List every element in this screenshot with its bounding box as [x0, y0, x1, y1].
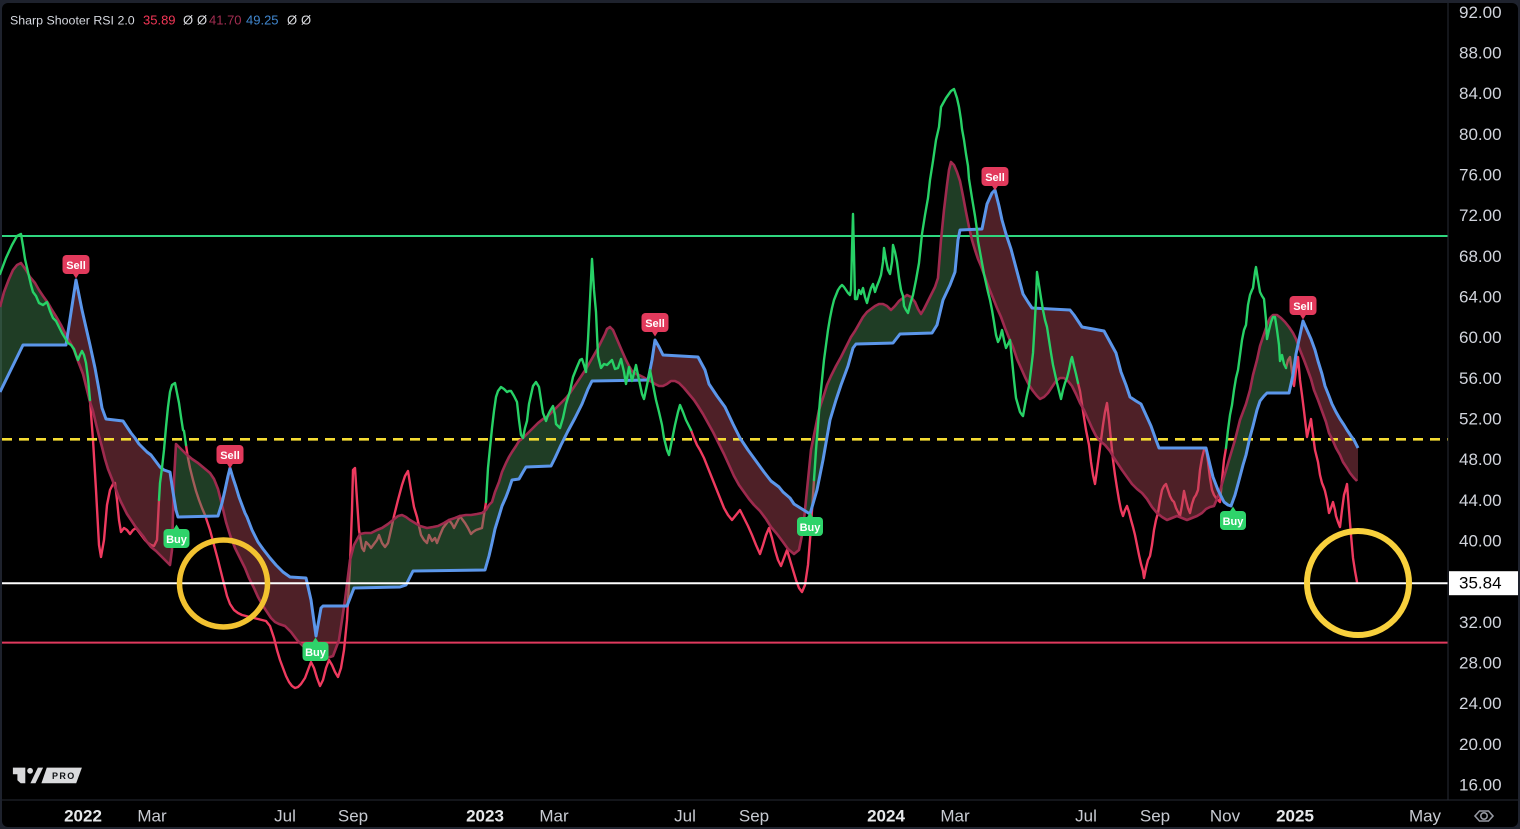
svg-text:16.00: 16.00 [1459, 775, 1502, 794]
svg-text:Buy: Buy [166, 534, 188, 546]
svg-text:Buy: Buy [1223, 516, 1245, 528]
svg-text:Ø: Ø [197, 13, 207, 28]
svg-text:Sell: Sell [645, 318, 665, 330]
svg-text:41.70: 41.70 [209, 13, 242, 28]
svg-text:Ø: Ø [301, 13, 311, 28]
svg-text:Sell: Sell [1293, 301, 1313, 313]
svg-text:PRO: PRO [52, 771, 76, 781]
svg-text:Ø: Ø [287, 13, 297, 28]
svg-text:28.00: 28.00 [1459, 653, 1502, 672]
svg-text:Ø: Ø [183, 13, 193, 28]
svg-text:Buy: Buy [305, 647, 327, 659]
svg-text:Sell: Sell [985, 172, 1005, 184]
svg-text:2023: 2023 [466, 807, 504, 826]
svg-text:2025: 2025 [1276, 807, 1314, 826]
svg-text:88.00: 88.00 [1459, 44, 1502, 63]
svg-text:Sharp Shooter RSI 2.0: Sharp Shooter RSI 2.0 [10, 14, 135, 28]
svg-text:20.00: 20.00 [1459, 735, 1502, 754]
svg-text:2024: 2024 [867, 807, 905, 826]
svg-text:Jul: Jul [274, 807, 296, 826]
svg-text:Mar: Mar [137, 807, 167, 826]
svg-text:49.25: 49.25 [246, 13, 279, 28]
svg-text:Nov: Nov [1210, 807, 1241, 826]
svg-text:2022: 2022 [64, 807, 102, 826]
svg-text:60.00: 60.00 [1459, 328, 1502, 347]
svg-text:Jul: Jul [674, 807, 696, 826]
svg-text:Jul: Jul [1075, 807, 1097, 826]
svg-text:84.00: 84.00 [1459, 84, 1502, 103]
svg-text:Sell: Sell [66, 260, 86, 272]
svg-text:35.84: 35.84 [1459, 574, 1502, 593]
svg-text:48.00: 48.00 [1459, 450, 1502, 469]
svg-text:Mar: Mar [940, 807, 970, 826]
svg-text:76.00: 76.00 [1459, 166, 1502, 185]
svg-text:32.00: 32.00 [1459, 613, 1502, 632]
svg-text:Sep: Sep [739, 807, 769, 826]
svg-text:92.00: 92.00 [1459, 3, 1502, 22]
svg-text:Sep: Sep [1140, 807, 1170, 826]
svg-text:52.00: 52.00 [1459, 409, 1502, 428]
svg-text:Sep: Sep [338, 807, 368, 826]
svg-text:Buy: Buy [800, 522, 822, 534]
svg-text:44.00: 44.00 [1459, 491, 1502, 510]
svg-text:64.00: 64.00 [1459, 287, 1502, 306]
svg-text:Sell: Sell [220, 450, 240, 462]
svg-text:24.00: 24.00 [1459, 694, 1502, 713]
svg-text:72.00: 72.00 [1459, 206, 1502, 225]
svg-text:40.00: 40.00 [1459, 531, 1502, 550]
svg-text:Mar: Mar [539, 807, 569, 826]
svg-text:35.89: 35.89 [143, 13, 176, 28]
svg-text:56.00: 56.00 [1459, 369, 1502, 388]
svg-text:80.00: 80.00 [1459, 125, 1502, 144]
svg-text:68.00: 68.00 [1459, 247, 1502, 266]
svg-text:May: May [1409, 807, 1442, 826]
